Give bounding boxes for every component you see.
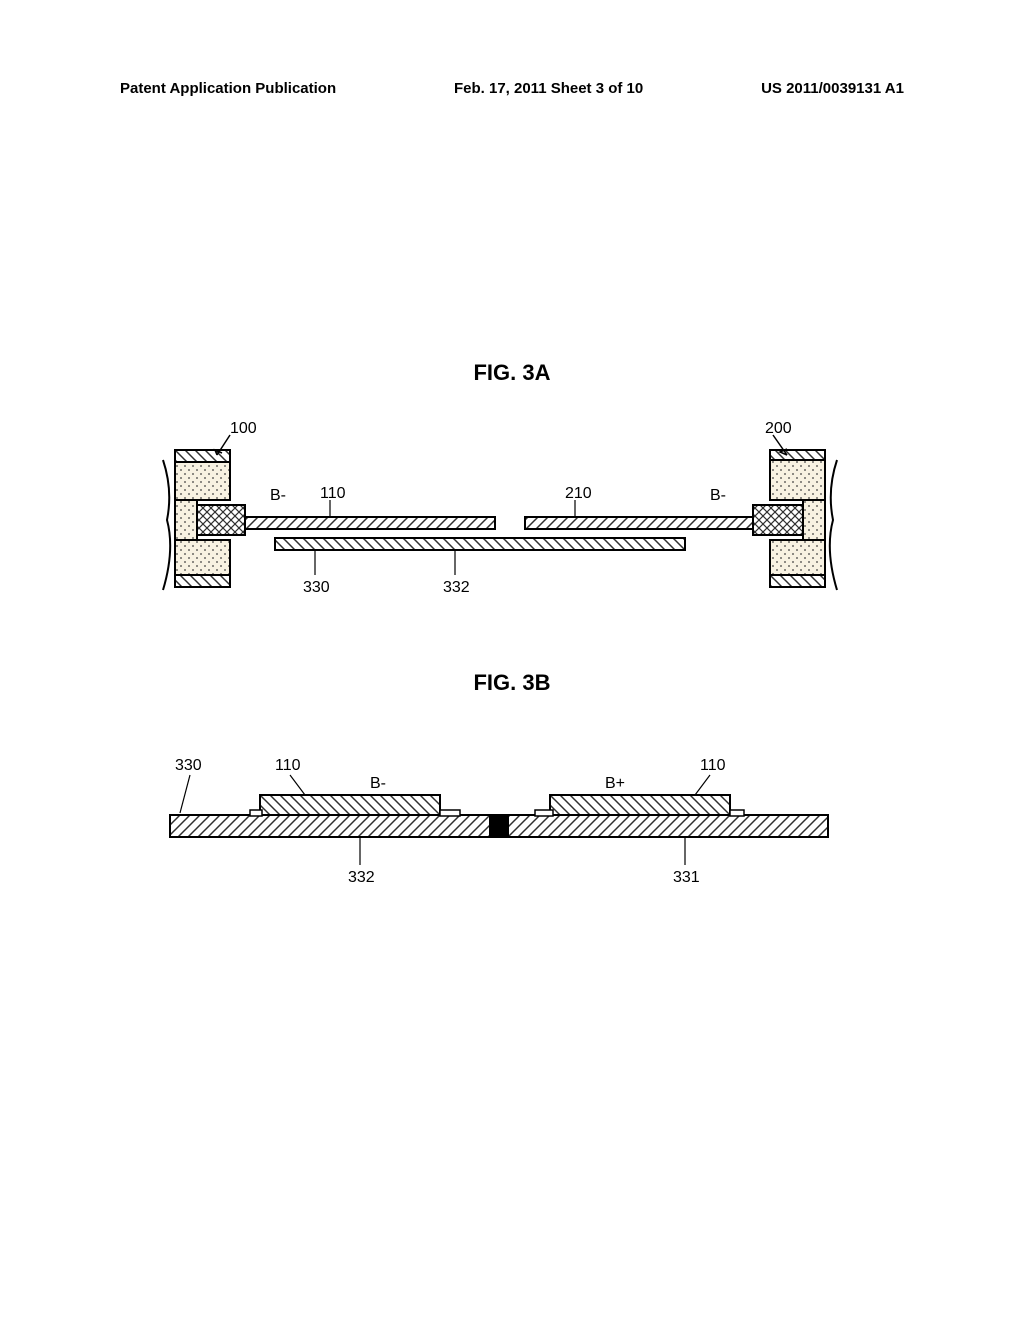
ref-330b: 330	[175, 757, 202, 774]
ref-110-l: 110	[275, 757, 301, 774]
ref-210: 210	[565, 485, 592, 502]
ref-110-r: 110	[700, 757, 726, 774]
ref-200: 200	[765, 420, 792, 437]
page-header: Patent Application Publication Feb. 17, …	[120, 80, 904, 97]
fig3b-area: 330 110 110 B- B+ 332 331	[155, 740, 845, 910]
ref-332b: 332	[348, 869, 375, 886]
fig3a-area: 100 200 B- 110 210 B- 330 332	[155, 420, 845, 630]
ref-332: 332	[443, 579, 470, 596]
ref-bminus-l: B-	[270, 487, 286, 504]
fig3a-title: FIG. 3A	[0, 360, 1024, 386]
ref-bminus-b: B-	[370, 775, 386, 792]
left-stack	[163, 450, 245, 590]
ref-110: 110	[320, 485, 346, 502]
fig3b-title: FIG. 3B	[0, 670, 1024, 696]
fig3b-svg: 330 110 110 B- B+ 332 331	[155, 740, 845, 910]
header-left: Patent Application Publication	[120, 80, 336, 97]
ref-331b: 331	[673, 869, 700, 886]
ref-bplus-b: B+	[605, 775, 625, 792]
ref-330: 330	[303, 579, 330, 596]
right-stack	[753, 450, 837, 590]
header-center: Feb. 17, 2011 Sheet 3 of 10	[454, 80, 643, 97]
ref-bminus-r: B-	[710, 487, 726, 504]
header-right: US 2011/0039131 A1	[761, 80, 904, 97]
ref-100: 100	[230, 420, 257, 437]
fig3a-svg: 100 200 B- 110 210 B- 330 332	[155, 420, 845, 630]
